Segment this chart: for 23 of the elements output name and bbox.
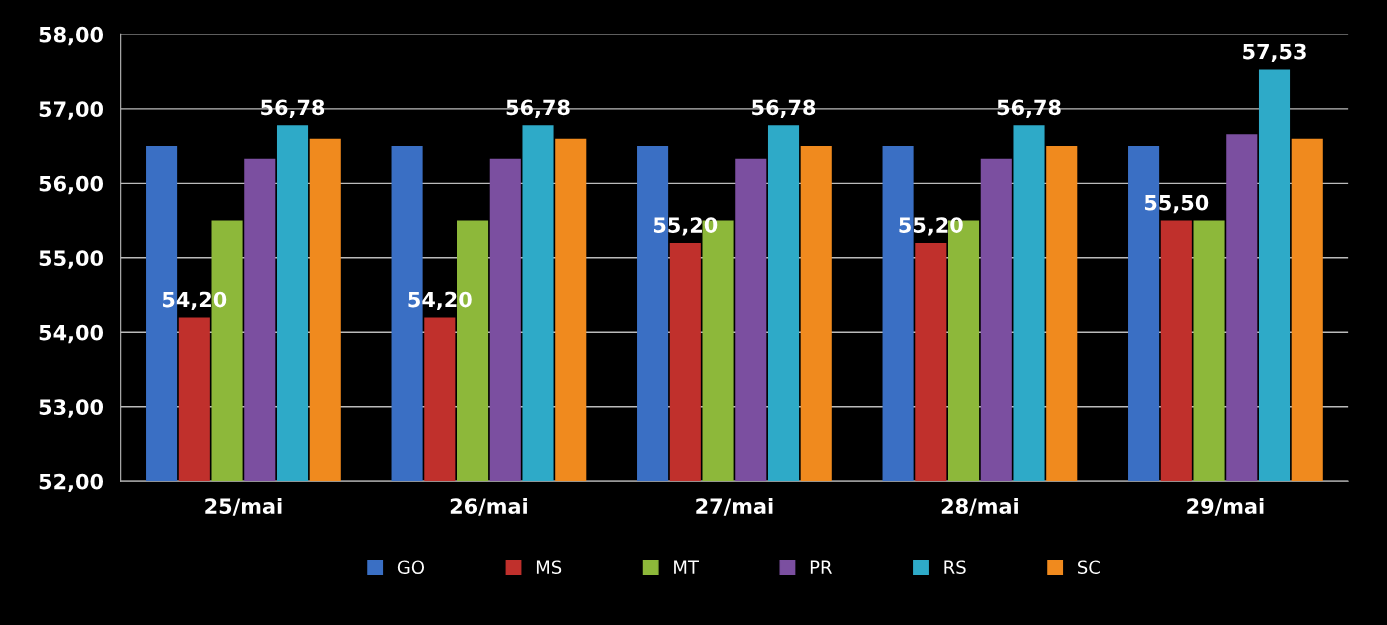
data-label: 56,78 xyxy=(261,99,325,118)
x-tick-label: 27/mai xyxy=(696,497,773,516)
data-label: 57,53 xyxy=(1243,43,1306,63)
y-tick-label: 56,00 xyxy=(39,175,104,195)
x-tick-label: 29/mai xyxy=(1187,497,1264,516)
legend-label: MT xyxy=(674,560,700,574)
data-label: 56,78 xyxy=(506,99,570,118)
data-label: 56,78 xyxy=(752,99,816,118)
y-tick-label: 53,00 xyxy=(39,399,104,418)
y-tick-label: 58,00 xyxy=(39,26,104,46)
x-tick-label: 26/mai xyxy=(450,497,527,516)
y-tick-label: 57,00 xyxy=(39,101,104,120)
legend-label: SC xyxy=(1078,560,1100,575)
y-tick-label: 54,00 xyxy=(39,324,104,344)
y-tick-label: 52,00 xyxy=(39,473,104,493)
data-label: 56,78 xyxy=(997,99,1061,118)
x-tick-label: 25/mai xyxy=(205,497,282,516)
legend-label: PR xyxy=(810,560,833,574)
legend-label: MS xyxy=(536,560,562,575)
y-tick-label: 55,00 xyxy=(39,250,104,269)
x-tick-label: 28/mai xyxy=(941,497,1018,516)
legend-label: GO xyxy=(397,560,425,575)
legend-label: RS xyxy=(944,560,966,575)
